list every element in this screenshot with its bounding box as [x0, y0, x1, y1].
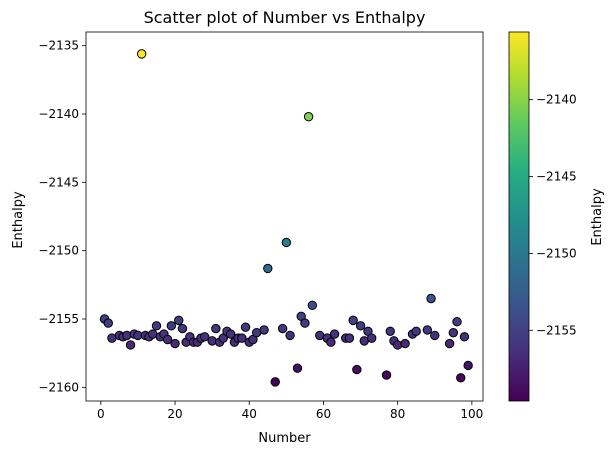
- scatter-point: [103, 318, 113, 328]
- scatter-point: [270, 377, 280, 387]
- scatter-point: [430, 330, 440, 341]
- scatter-point: [381, 370, 392, 380]
- y-tick-label: −2145: [38, 175, 79, 189]
- scatter-point: [463, 360, 473, 371]
- scatter-point: [285, 330, 295, 341]
- x-tick-label: 0: [97, 407, 105, 421]
- scatter-point: [170, 338, 180, 349]
- scatter-point: [162, 334, 173, 345]
- scatter-point: [211, 323, 221, 334]
- y-axis-label: Enthalpy: [11, 191, 26, 249]
- scatter-point: [448, 327, 459, 338]
- x-tick-label: 20: [167, 407, 182, 421]
- colorbar-tick-label: −2140: [536, 93, 577, 107]
- x-axis-label: Number: [258, 431, 311, 446]
- scatter-point: [348, 315, 358, 326]
- chart-title: Scatter plot of Number vs Enthalpy: [144, 8, 426, 27]
- scatter-point: [326, 337, 336, 347]
- scatter-point: [303, 112, 314, 122]
- colorbar-label: Enthalpy: [590, 188, 605, 246]
- scatter-point: [259, 325, 269, 335]
- x-tick-label: 100: [460, 407, 483, 421]
- scatter-point: [281, 237, 292, 248]
- scatter-point: [411, 326, 421, 336]
- x-tick-label: 40: [242, 407, 257, 421]
- scatter-point: [151, 321, 162, 331]
- y-tick-label: −2155: [38, 312, 79, 326]
- plot-area: [99, 49, 473, 387]
- scatter-point: [136, 49, 147, 59]
- scatter-point: [422, 325, 433, 335]
- scatter-point: [237, 333, 247, 343]
- colorbar-tick-label: −2150: [536, 246, 577, 260]
- x-tick-label: 60: [316, 407, 331, 421]
- scatter-point: [459, 332, 470, 342]
- scatter-point: [329, 329, 340, 339]
- scatter-point: [352, 364, 362, 375]
- scatter-point: [174, 315, 184, 326]
- scatter-point: [452, 317, 462, 327]
- scatter-point: [263, 263, 273, 274]
- scatter-point: [277, 323, 288, 334]
- scatter-point: [200, 332, 210, 342]
- y-tick-label: −2150: [38, 244, 79, 258]
- scatter-point: [444, 338, 455, 349]
- scatter-point: [426, 293, 436, 304]
- axes-frame: [85, 31, 484, 402]
- x-axis: 0 20 40 60 80 100: [97, 401, 483, 421]
- scatter-point: [456, 373, 466, 383]
- scatter-point: [292, 363, 303, 373]
- y-axis: −2160 −2155 −2150 −2145 −2140 −2135: [38, 39, 86, 394]
- y-tick-label: −2140: [38, 107, 79, 121]
- scatter-point: [344, 333, 355, 343]
- scatter-point: [226, 329, 236, 339]
- scatter-point: [177, 323, 188, 334]
- scatter-point: [307, 300, 318, 311]
- scatter-point: [366, 333, 377, 343]
- scatter-point: [125, 340, 136, 350]
- y-tick-label: −2135: [38, 39, 79, 53]
- scatter-point: [166, 321, 177, 331]
- scatter-point: [300, 318, 310, 328]
- colorbar: [508, 31, 530, 402]
- colorbar-tick-label: −2145: [536, 170, 577, 184]
- scatter-point: [240, 322, 251, 332]
- x-tick-label: 80: [390, 407, 405, 421]
- colorbar-tick-label: −2155: [536, 323, 577, 337]
- scatter-point: [385, 326, 395, 336]
- y-tick-label: −2160: [38, 380, 79, 394]
- scatter-point: [400, 338, 410, 349]
- colorbar-axis: −2155 −2150 −2145 −2140: [529, 93, 577, 337]
- scatter-point: [355, 321, 366, 331]
